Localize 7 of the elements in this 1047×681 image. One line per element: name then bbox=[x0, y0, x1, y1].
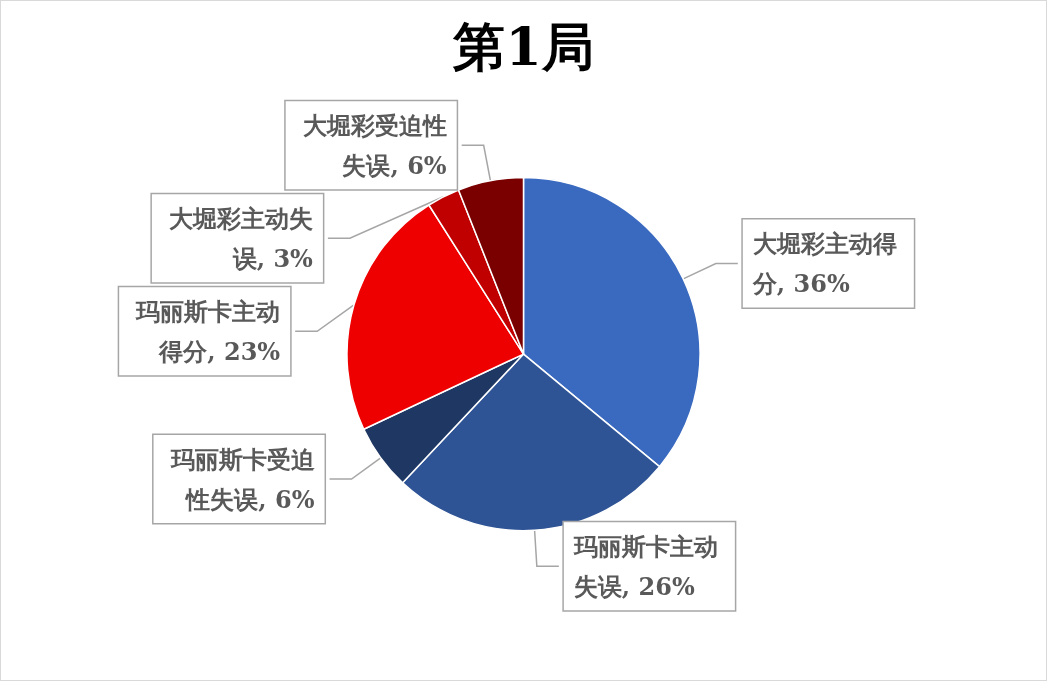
slice-label: 大堀彩主动失误, 3% bbox=[168, 203, 314, 273]
slice-label: 大堀彩主动得分, 36% bbox=[751, 229, 897, 299]
slice-label: 玛丽斯卡受迫性失误, 6% bbox=[169, 444, 315, 514]
chart-title: 第1局 bbox=[452, 15, 594, 77]
slice-label: 玛丽斯卡主动失误, 26% bbox=[572, 531, 718, 601]
slice-label: 玛丽斯卡主动得分, 23% bbox=[135, 296, 281, 366]
slice-label: 大堀彩受迫性失误, 6% bbox=[302, 110, 447, 180]
